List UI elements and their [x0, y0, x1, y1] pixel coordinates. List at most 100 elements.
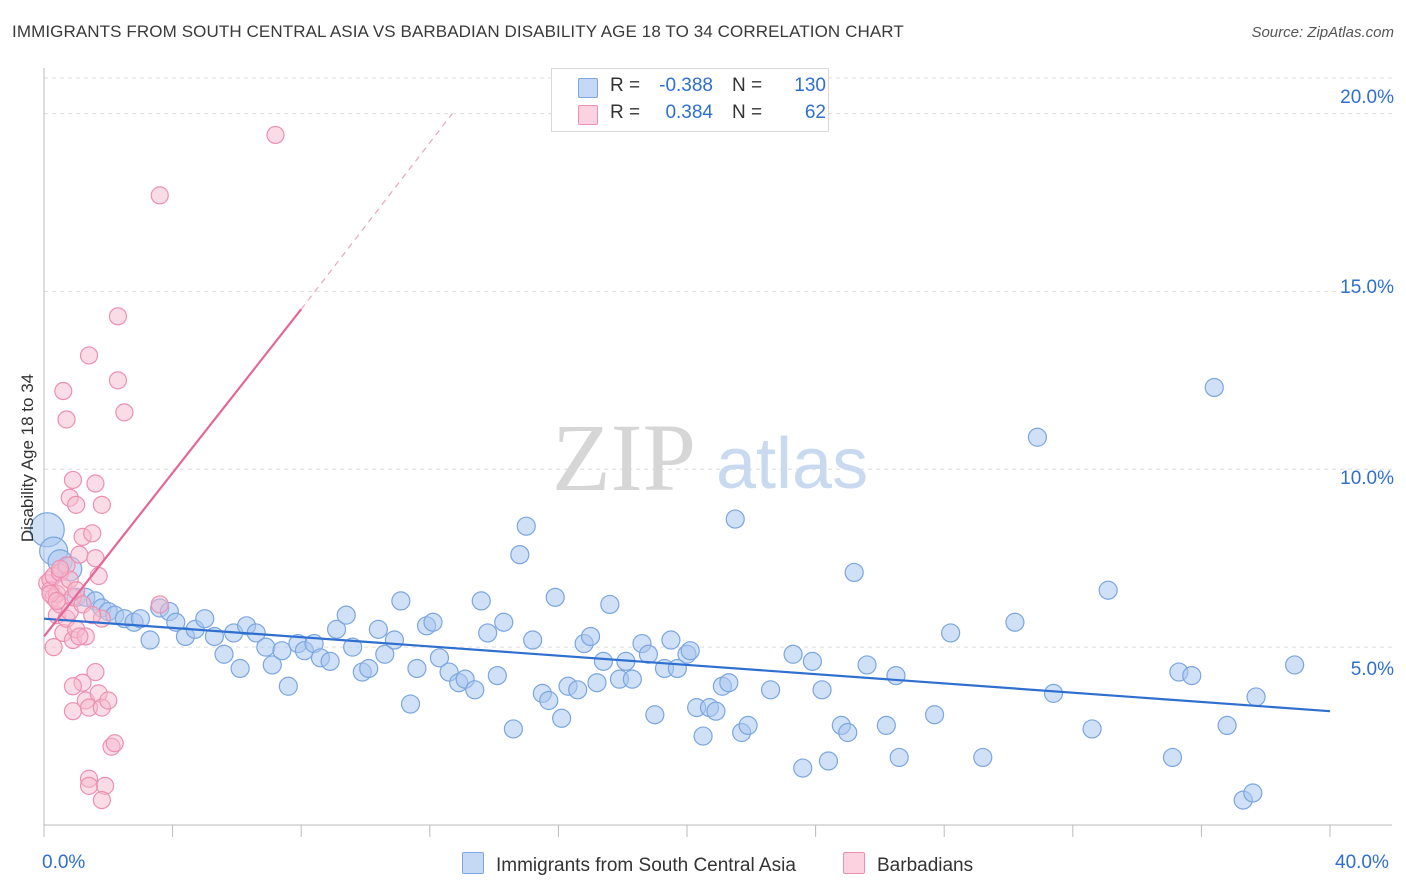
data-point-immigrants	[680, 641, 700, 661]
data-point-immigrants	[1082, 719, 1102, 739]
legend-n-label: N =	[732, 102, 763, 123]
data-point-immigrants	[503, 719, 523, 739]
data-point-immigrants	[343, 637, 363, 657]
data-point-immigrants	[924, 705, 945, 725]
y-tick-label-20: 20.0%	[1340, 87, 1394, 108]
data-point-immigrants	[1243, 783, 1263, 803]
watermark: ZIP atlas	[552, 404, 868, 511]
data-point-immigrants	[272, 641, 292, 661]
data-point-immigrants	[693, 726, 713, 746]
data-point-immigrants	[230, 658, 250, 679]
data-point-barbadians	[108, 371, 128, 390]
data-point-immigrants	[973, 747, 993, 768]
legend-n-label: N =	[732, 75, 763, 96]
data-point-immigrants	[429, 648, 450, 668]
data-point-immigrants	[812, 680, 832, 700]
data-point-immigrants	[1285, 655, 1305, 675]
source-label: Source: ZipAtlas.com	[1251, 24, 1394, 41]
data-point-immigrants	[1005, 612, 1025, 632]
data-point-immigrants	[1043, 683, 1064, 703]
trend-lines	[43, 113, 1331, 713]
stats-legend: R = -0.388 N = 130 R = 0.384 N = 62	[551, 68, 829, 132]
legend-r-value: -0.388	[659, 75, 713, 96]
bottom-legend-barbadians: Barbadians	[843, 852, 973, 877]
bottom-legend-immigrants: Immigrants from South Central Asia	[462, 852, 796, 877]
trend-line-barbadians	[43, 308, 303, 638]
data-point-immigrants	[760, 680, 781, 700]
data-point-immigrants	[516, 516, 536, 536]
data-point-barbadians	[44, 638, 63, 657]
data-point-immigrants	[336, 605, 356, 625]
data-point-immigrants	[600, 594, 620, 615]
data-point-immigrants	[384, 630, 405, 650]
data-point-immigrants	[368, 619, 388, 639]
data-point-immigrants	[539, 690, 559, 711]
data-point-immigrants	[1204, 377, 1224, 398]
axes	[43, 68, 1392, 837]
data-point-immigrants	[326, 619, 347, 639]
data-point-barbadians	[70, 545, 89, 564]
data-point-immigrants	[818, 751, 839, 771]
y-tick-label-10: 10.0%	[1340, 468, 1394, 489]
data-point-immigrants	[214, 644, 234, 664]
data-point-barbadians	[99, 691, 118, 710]
data-point-barbadians	[63, 677, 83, 696]
data-point-barbadians	[92, 790, 111, 810]
data-point-immigrants	[130, 609, 151, 629]
data-point-barbadians	[57, 410, 76, 429]
data-point-barbadians	[105, 734, 124, 753]
legend-n-value: 130	[794, 75, 826, 96]
data-point-immigrants	[552, 708, 572, 728]
data-point-immigrants	[941, 623, 961, 643]
data-point-barbadians	[86, 662, 105, 682]
data-point-immigrants	[783, 644, 803, 664]
data-point-immigrants	[661, 630, 681, 650]
data-point-immigrants	[195, 609, 215, 629]
data-point-immigrants	[622, 669, 642, 689]
data-point-barbadians	[115, 403, 134, 422]
trend-line-barbadians-extension	[300, 113, 453, 310]
data-point-immigrants	[1162, 747, 1183, 768]
legend-r-value: 0.384	[665, 102, 713, 123]
data-point-barbadians	[86, 549, 105, 568]
data-point-barbadians	[83, 606, 102, 625]
data-point-immigrants	[838, 722, 858, 743]
bottom-legend-swatch-pink	[843, 852, 865, 874]
data-point-immigrants	[1027, 427, 1048, 447]
data-point-immigrants	[256, 637, 276, 657]
data-point-immigrants	[1182, 665, 1202, 686]
data-point-barbadians	[79, 776, 99, 795]
y-tick-label-15: 15.0%	[1340, 277, 1394, 298]
bottom-legend-label-immigrants: Immigrants from South Central Asia	[496, 855, 796, 876]
data-point-immigrants	[478, 623, 498, 643]
data-point-immigrants	[320, 651, 340, 671]
data-point-barbadians	[150, 186, 169, 205]
data-point-immigrants	[510, 545, 530, 565]
data-point-immigrants	[844, 562, 864, 583]
data-point-immigrants	[140, 630, 160, 650]
data-point-immigrants	[523, 630, 543, 650]
legend-r-label: R =	[610, 102, 641, 123]
data-point-barbadians	[266, 125, 285, 145]
data-point-barbadians	[86, 474, 105, 493]
data-point-immigrants	[1217, 715, 1237, 736]
legend-swatch-blue	[578, 78, 598, 98]
data-point-immigrants	[375, 644, 395, 664]
data-point-immigrants	[471, 591, 491, 611]
data-point-barbadians	[108, 307, 128, 326]
data-point-barbadians	[47, 591, 66, 611]
x-tick-label-max: 40.0%	[1335, 852, 1389, 873]
grid-lines	[44, 77, 1392, 648]
data-point-immigrants	[706, 701, 726, 721]
data-point-immigrants	[359, 658, 379, 679]
data-point-immigrants	[400, 694, 421, 714]
data-point-immigrants	[638, 644, 659, 664]
data-point-immigrants	[465, 680, 485, 700]
watermark-zip: ZIP	[552, 404, 696, 511]
data-point-barbadians	[83, 524, 102, 543]
data-point-immigrants	[889, 747, 909, 768]
data-point-immigrants	[793, 758, 813, 778]
data-point-barbadians	[150, 595, 169, 614]
data-point-immigrants	[857, 655, 877, 675]
